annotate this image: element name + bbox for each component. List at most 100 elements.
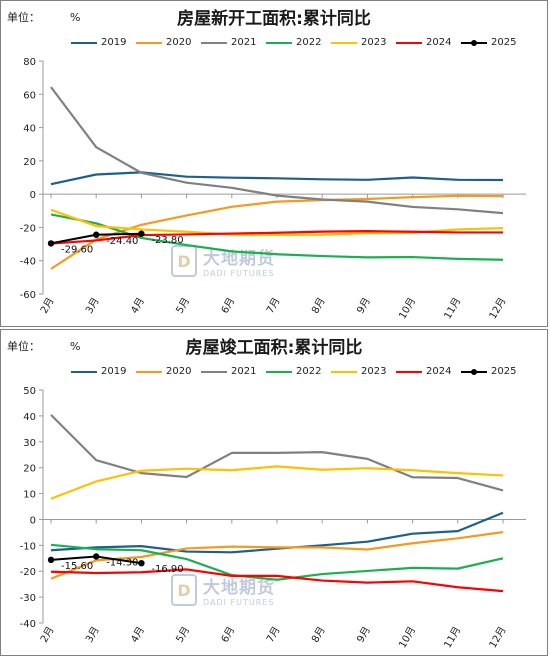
legend-label: 2024 (426, 37, 452, 48)
x-tick-label: 4月 (128, 296, 147, 316)
chart-panel-completion: 单位：% 房屋竣工面积:累计同比 2019 2020 2021 2022 2023 202… (0, 329, 548, 656)
y-tick-label: 0 (30, 190, 36, 201)
x-tick-label: 9月 (354, 296, 373, 316)
chart-plot-area: -40 -30 -20 -10 0 10 20 30 40 50 2月 3月 4月 5月 6月 7月 8月 9月 1… (20, 386, 526, 651)
x-tick-label: 6月 (219, 296, 238, 316)
legend-item: 2020 (136, 37, 201, 48)
legend-item: 2019 (71, 37, 136, 48)
y-tick-label: 20 (23, 157, 36, 168)
chart-title: 房屋竣工面积:累计同比 (185, 338, 363, 358)
x-tick-label: 8月 (309, 296, 328, 316)
x-tick-label: 12月 (487, 625, 509, 651)
legend-item: 2019 (71, 366, 136, 377)
legend-label: 2020 (166, 37, 192, 48)
legend-item: 2025 (461, 37, 526, 48)
chart-title: 房屋新开工面积:累计同比 (177, 9, 371, 29)
legend-item: 2021 (201, 37, 266, 48)
data-label: -14.30 (106, 557, 138, 568)
y-tick-label: -30 (20, 593, 36, 604)
legend-label: 2024 (426, 366, 452, 377)
legend-swatch (71, 41, 97, 44)
y-tick-label: -40 (20, 619, 36, 630)
x-tick-label: 10月 (396, 296, 418, 322)
series-line-2021 (50, 414, 504, 492)
legend-label: 2020 (166, 366, 192, 377)
dadi-logo-icon: D (171, 574, 197, 606)
series-marker-2025 (138, 559, 145, 567)
x-tick-label: 3月 (83, 625, 102, 645)
y-tick-label: -20 (20, 223, 36, 234)
x-tick-label: 11月 (442, 296, 464, 322)
legend-label: 2019 (101, 37, 127, 48)
legend-item: 2024 (396, 37, 461, 48)
legend-item: 2023 (331, 37, 396, 48)
legend-label: 2021 (231, 37, 257, 48)
watermark-en: DADI FUTURES (203, 598, 275, 607)
series-line-2022 (50, 213, 504, 261)
series-line-2020 (50, 194, 504, 270)
series-line-2020 (50, 531, 504, 580)
legend-label: 2025 (491, 37, 517, 48)
y-tick-label: 20 (23, 464, 36, 475)
x-tick-label: 12月 (487, 296, 509, 322)
legend-swatch (136, 370, 162, 373)
legend-item: 2020 (136, 366, 201, 377)
legend-swatch (266, 41, 292, 44)
data-label: -16.90 (151, 564, 183, 575)
legend-item: 2021 (201, 366, 266, 377)
legend-item: 2024 (396, 366, 461, 377)
series-line-2024 (50, 229, 503, 245)
y-tick-label: 40 (23, 124, 36, 135)
dadi-logo-icon: D (171, 245, 197, 277)
y-tick-label: 10 (23, 490, 36, 501)
legend-item: 2025 (461, 366, 526, 377)
x-tick-label: 6月 (219, 625, 238, 645)
x-tick-label: 9月 (354, 625, 373, 645)
legend-marker (471, 368, 477, 375)
legend-label: 2022 (296, 366, 322, 377)
data-label: -23.80 (151, 235, 183, 246)
series-marker-2025 (138, 230, 145, 237)
series-marker-2025 (47, 556, 55, 564)
unit-label: 单位：% (7, 11, 81, 24)
watermark-cn: 大地期货 (203, 578, 275, 598)
y-tick-label: -10 (20, 541, 36, 552)
y-tick-label: 30 (23, 438, 36, 449)
y-tick-label: 0 (30, 515, 36, 526)
legend-swatch (201, 370, 227, 373)
x-tick-label: 7月 (264, 625, 283, 645)
watermark-en: DADI FUTURES (203, 269, 275, 278)
series-line-2024 (50, 568, 504, 593)
y-tick-label: -20 (20, 567, 36, 578)
x-tick-label: 10月 (396, 625, 418, 651)
y-tick-label: 40 (23, 412, 36, 423)
y-tick-label: 80 (23, 57, 36, 68)
unit-label: 单位：% (7, 340, 81, 353)
legend-label: 2023 (361, 366, 387, 377)
legend-swatch (331, 41, 357, 44)
y-tick-label: 50 (23, 386, 36, 397)
legend-swatch (201, 41, 227, 44)
legend-swatch (266, 370, 292, 373)
legend-item: 2023 (331, 366, 396, 377)
series-marker-2025 (47, 240, 55, 247)
legend-label: 2022 (296, 37, 322, 48)
series-line-2022 (50, 543, 504, 581)
x-tick-label: 11月 (442, 625, 464, 651)
x-tick-label: 2月 (38, 625, 57, 645)
series-line-2023 (50, 465, 504, 500)
legend-label: 2019 (101, 366, 127, 377)
y-tick-label: -60 (20, 290, 36, 301)
chart-plot-area: -60 -40 -20 0 20 40 60 80 2月 3月 4月 5月 6月 7月 8月 9月 10月 11月… (20, 57, 526, 322)
chart-legend: 2019 2020 2021 2022 2023 2024 2025 (71, 37, 526, 48)
x-tick-label: 3月 (83, 296, 102, 316)
legend-swatch (71, 370, 97, 373)
legend-item: 2022 (266, 366, 331, 377)
data-label: -29.60 (61, 244, 93, 255)
series-marker-2025 (93, 553, 100, 560)
watermark: D 大地期货 DADI FUTURES (171, 573, 275, 607)
legend-label: 2021 (231, 366, 257, 377)
series-line-2021 (50, 86, 504, 215)
legend-swatch (331, 370, 357, 373)
x-tick-label: 7月 (264, 296, 283, 316)
